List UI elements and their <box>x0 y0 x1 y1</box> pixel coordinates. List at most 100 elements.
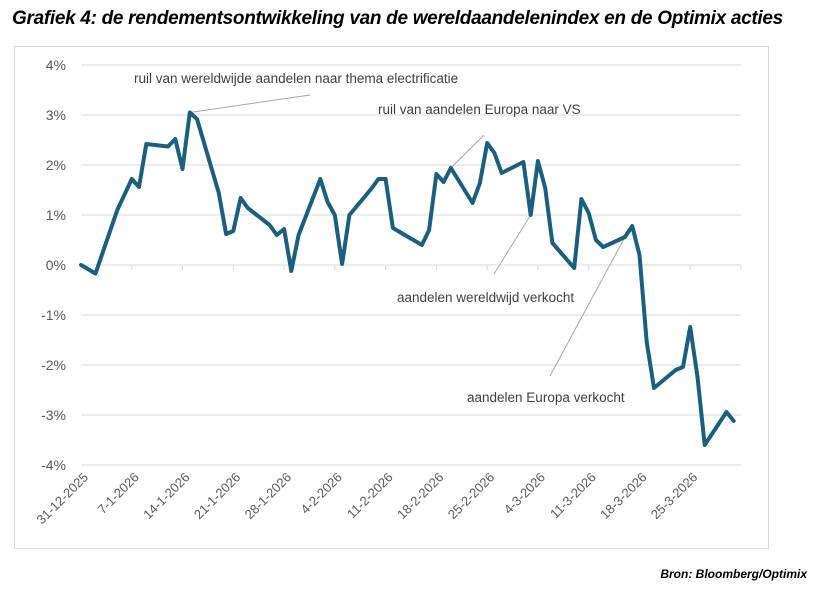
data-point <box>688 325 692 329</box>
chart-frame <box>14 46 769 549</box>
data-point <box>384 177 388 181</box>
annotation-label: ruil van wereldwijde aandelen naar thema… <box>134 71 458 86</box>
data-point <box>645 340 649 344</box>
data-point <box>732 419 736 423</box>
annotation-label: ruil van aandelen Europa naar VS <box>378 102 581 117</box>
data-point <box>420 243 424 247</box>
x-tick-label: 21-1-2026 <box>191 470 244 523</box>
data-point <box>275 233 279 237</box>
annotation-leader-line <box>189 94 311 113</box>
data-point <box>239 196 243 200</box>
data-point <box>115 208 119 212</box>
annotation-label: aandelen wereldwijd verkocht <box>397 290 574 305</box>
data-point <box>630 224 634 228</box>
data-point <box>529 213 533 217</box>
data-point <box>391 226 395 230</box>
data-point <box>601 245 605 249</box>
annotation-labels: ruil van wereldwijde aandelen naar thema… <box>134 71 625 405</box>
data-point <box>500 171 504 175</box>
annotation-label: aandelen Europa verkocht <box>467 390 625 405</box>
gridlines <box>81 64 741 466</box>
data-point <box>137 185 141 189</box>
data-point <box>79 263 83 267</box>
y-tick-label: 2% <box>46 157 66 173</box>
data-point <box>181 167 185 171</box>
data-point <box>224 232 228 236</box>
series-group <box>79 110 736 447</box>
data-point <box>369 187 373 191</box>
x-tick-label: 31-12-2025 <box>33 470 91 528</box>
data-point <box>587 211 591 215</box>
series-line <box>79 110 736 447</box>
annotation-leader-lines <box>189 94 626 377</box>
x-tick-label: 25-3-2026 <box>648 470 701 523</box>
y-tick-label: -4% <box>41 457 66 473</box>
data-point <box>231 229 235 233</box>
data-point <box>724 410 728 414</box>
data-point <box>579 197 583 201</box>
data-point <box>166 145 170 149</box>
data-point <box>485 141 489 145</box>
x-tick-label: 18-3-2026 <box>597 470 650 523</box>
data-point <box>637 253 641 257</box>
data-point <box>318 177 322 181</box>
chart-title: Grafiek 4: de rendementsontwikkeling van… <box>12 8 783 29</box>
annotation-leader-line <box>450 134 485 169</box>
x-tick-label: 14-1-2026 <box>140 470 193 523</box>
data-point <box>681 365 685 369</box>
x-tick-label: 25-2-2026 <box>445 470 498 523</box>
y-axis-labels: 4% 3% 2% 1% 0% -1% -2% -3% -4% <box>41 57 66 473</box>
data-point <box>478 181 482 185</box>
data-point <box>543 186 547 190</box>
data-point <box>333 213 337 217</box>
y-tick-label: 1% <box>46 207 66 223</box>
data-point <box>144 142 148 146</box>
annotation-leader-line <box>493 214 532 275</box>
data-point <box>434 172 438 176</box>
data-point <box>340 262 344 266</box>
data-point <box>471 201 475 205</box>
x-tick-label: 11-2-2026 <box>344 470 396 522</box>
y-tick-label: -3% <box>41 407 66 423</box>
data-point <box>703 443 707 447</box>
data-point <box>695 375 699 379</box>
x-tick-label: 4-3-2026 <box>501 470 548 517</box>
y-tick-label: 0% <box>46 257 66 273</box>
data-point <box>188 111 192 115</box>
data-point <box>550 241 554 245</box>
data-point <box>652 386 656 390</box>
data-point <box>347 213 351 217</box>
data-point <box>94 272 98 276</box>
x-tick-label: 28-1-2026 <box>242 470 295 523</box>
data-point <box>594 238 598 242</box>
x-axis-ticks <box>80 265 742 270</box>
y-tick-label: 4% <box>46 57 66 73</box>
data-point <box>449 166 453 170</box>
data-point <box>521 160 525 164</box>
annotation-leader-line <box>549 236 626 377</box>
data-point <box>572 266 576 270</box>
data-point <box>326 200 330 204</box>
x-tick-label: 11-3-2026 <box>547 470 599 522</box>
data-point <box>289 269 293 273</box>
data-point <box>376 177 380 181</box>
data-point <box>492 151 496 155</box>
source-note: Bron: Bloomberg/Optimix <box>660 567 807 581</box>
data-point <box>246 206 250 210</box>
data-point <box>268 223 272 227</box>
data-point <box>130 177 134 181</box>
x-tick-label: 4-2-2026 <box>298 470 345 517</box>
data-point <box>297 233 301 237</box>
data-point <box>674 368 678 372</box>
x-tick-label: 7-1-2026 <box>94 470 141 517</box>
data-point <box>195 117 199 121</box>
data-point <box>173 137 177 141</box>
data-point <box>442 180 446 184</box>
y-tick-label: -1% <box>41 307 66 323</box>
data-point <box>623 235 627 239</box>
data-point <box>217 191 221 195</box>
data-point <box>427 228 431 232</box>
y-tick-label: -2% <box>41 357 66 373</box>
x-tick-label: 18-2-2026 <box>394 470 447 523</box>
x-axis-labels: 31-12-2025 7-1-202614-1-202621-1-202628-1… <box>33 470 700 528</box>
